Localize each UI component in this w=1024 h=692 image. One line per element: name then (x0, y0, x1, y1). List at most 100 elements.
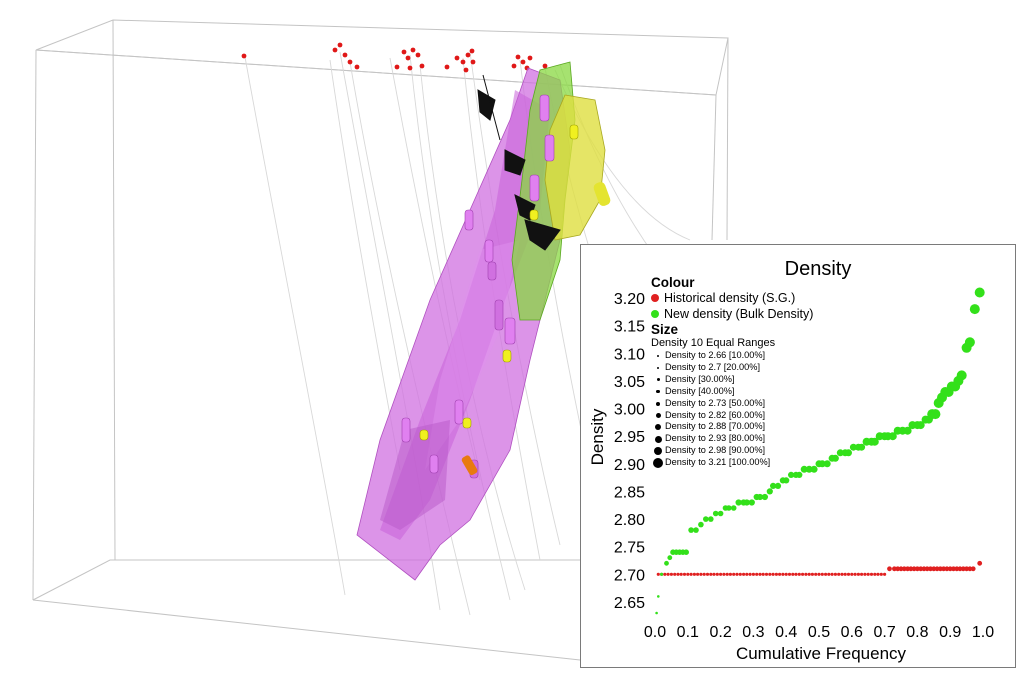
x-tick-label: 0.6 (841, 624, 863, 641)
historical-density-point (941, 566, 946, 572)
orange-intercept (461, 455, 478, 476)
new-density-point (903, 426, 912, 435)
historical-density-point (702, 572, 706, 576)
legend-colour-label: New density (Bulk Density) (664, 307, 814, 321)
new-density-point (756, 493, 764, 501)
legend-size-subheading: Density 10 Equal Ranges (651, 337, 776, 349)
legend-size-item: Density to 2.66 [10.00%] (651, 350, 813, 362)
historical-density-point (947, 566, 953, 572)
historical-density-point (879, 572, 883, 576)
chart-title: Density (785, 258, 852, 280)
y-tick-label: 2.65 (614, 595, 645, 612)
historical-density-point (833, 572, 837, 576)
historical-density-point (725, 572, 729, 576)
new-density-point (688, 527, 694, 533)
historical-density-point (686, 572, 690, 576)
legend-size-label: Density to 2.66 [10.00%] (665, 350, 766, 360)
new-density-point (735, 499, 742, 506)
historical-density-point (719, 572, 723, 576)
legend-size-item: Density to 2.7 [20.00%] (651, 362, 813, 374)
new-density-point (805, 465, 813, 473)
size-dot-icon (655, 424, 661, 431)
historical-density-point (705, 572, 710, 576)
x-axis-label: Cumulative Frequency (736, 644, 907, 663)
historical-density-point (774, 572, 778, 576)
historical-density-point (692, 572, 696, 576)
historical-density-point (673, 572, 677, 576)
historical-density-point (801, 572, 805, 576)
historical-density-point (735, 572, 739, 576)
size-dot-icon (657, 354, 659, 357)
x-tick-label: 0.7 (873, 624, 895, 641)
legend-size-item: Density to 2.82 [60.00%] (651, 410, 813, 422)
historical-density-point (918, 566, 924, 572)
historical-density-point (901, 566, 907, 572)
y-tick-label: 3.00 (614, 402, 645, 419)
new-density-point (667, 555, 673, 561)
historical-density-point (745, 572, 749, 576)
x-tick-label: 0.0 (644, 624, 666, 641)
historical-density-point (837, 572, 841, 576)
historical-density-point (873, 572, 877, 576)
new-density-point (823, 460, 831, 468)
legend-colour-item: New density (Bulk Density) (651, 306, 813, 322)
historical-density-point (676, 572, 680, 576)
x-tick-label: 0.2 (709, 624, 731, 641)
historical-density-point (883, 572, 887, 576)
historical-density-point (850, 572, 854, 576)
x-tick-label: 0.5 (808, 624, 830, 641)
historical-density-point (915, 566, 920, 572)
new-density-point (831, 454, 839, 462)
legend-size-label: Density [30.00%] (665, 373, 735, 384)
historical-density-point (791, 572, 795, 576)
y-tick-label: 2.80 (614, 512, 645, 529)
historical-density-point (895, 566, 901, 572)
x-tick-label: 0.3 (742, 624, 764, 641)
legend-size-item: Density to 2.73 [50.00%] (651, 398, 813, 410)
historical-density-point (738, 572, 742, 576)
legend-size-label: Density to 2.82 [60.00%] (665, 409, 766, 420)
historical-density-point (887, 566, 892, 572)
y-tick-labels: 2.65 2.70 2.75 2.80 2.85 2.90 2.95 3.00 3.05 3.10… (614, 291, 645, 612)
size-dot-icon (656, 401, 660, 406)
size-dot-icon (656, 378, 660, 382)
size-dot-icon (655, 412, 661, 418)
y-tick-label: 2.75 (614, 540, 645, 557)
new-density-point (660, 572, 664, 576)
new-density-point (888, 432, 897, 441)
y-tick-label: 2.90 (614, 457, 645, 474)
new-density-point (657, 595, 660, 598)
new-density-point (708, 516, 714, 522)
historical-density-point (824, 572, 828, 576)
historical-density-point (892, 566, 897, 572)
historical-density-point (732, 572, 736, 576)
new-density-point (698, 521, 704, 528)
new-density-point (818, 460, 826, 468)
new-density-point (974, 287, 985, 298)
historical-density-point (787, 572, 792, 576)
collar-points (241, 42, 548, 73)
historical-density-point (689, 572, 693, 576)
historical-density-point (830, 572, 834, 576)
historical-density-point (771, 572, 775, 576)
new-density-point (693, 527, 699, 533)
new-density-point (810, 465, 818, 473)
y-tick-label: 3.10 (614, 346, 645, 363)
new-density-point (655, 611, 658, 615)
historical-density-point (951, 566, 956, 572)
historical-density-point (728, 572, 732, 576)
size-dot-icon (656, 366, 660, 370)
new-density-point (800, 465, 808, 473)
historical-density-point (715, 572, 719, 576)
new-density-point (748, 499, 755, 506)
historical-density-point (804, 572, 808, 576)
historical-density-point (911, 566, 917, 572)
new-density-point (836, 449, 844, 457)
legend-size-label: Density to 2.7 [20.00%] (665, 361, 760, 372)
historical-density-point (977, 560, 983, 566)
x-tick-label: 0.4 (775, 624, 797, 641)
historical-density-point (682, 572, 687, 576)
y-tick-label: 3.20 (614, 291, 645, 308)
legend-size-items: Density to 2.66 [10.00%] Density to 2.7 … (651, 350, 813, 469)
legend-size-label: Density to 2.93 [80.00%] (665, 433, 766, 444)
